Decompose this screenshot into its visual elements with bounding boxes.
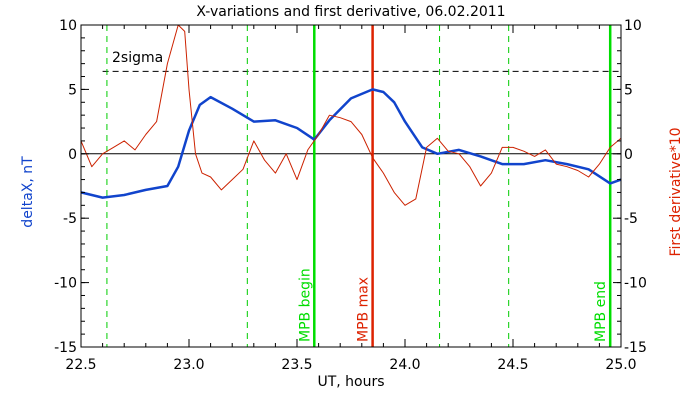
series-line-0 xyxy=(80,88,622,199)
y-tick-label-right-1: 5 xyxy=(624,82,633,98)
y-tick-label-left-2: 0 xyxy=(68,147,77,163)
x-tick-label-4: 24.5 xyxy=(497,357,528,373)
x-tick-label-5: 25.0 xyxy=(605,357,636,373)
y-tick-label-right-5: -15 xyxy=(624,340,647,356)
y-tick-label-left-3: -5 xyxy=(63,211,77,227)
x-axis-label: UT, hours xyxy=(317,374,384,390)
marker-label-2: MPB end xyxy=(593,281,609,342)
x-tick-label-3: 24.0 xyxy=(389,357,420,373)
plot-area: MPB begin MPB max MPB end 22.5 23.0 23.5 24.0 2… xyxy=(54,18,647,373)
y-tick-label-left-5: -15 xyxy=(54,340,77,356)
left-axis-label: deltaX, nT xyxy=(20,156,36,228)
x-tick-label-1: 23.0 xyxy=(173,357,204,373)
chart-title: X-variations and first derivative, 06.02… xyxy=(196,4,505,20)
x-tick-label-0: 22.5 xyxy=(65,357,96,373)
y-tick-label-right-0: 10 xyxy=(624,18,642,34)
y-tick-label-right-4: -10 xyxy=(624,276,647,292)
y-tick-label-left-0: 10 xyxy=(59,18,77,34)
marker-label-0: MPB begin xyxy=(297,268,313,342)
right-axis-label: First derivative*10 xyxy=(668,127,684,256)
sigma-label: 2sigma xyxy=(112,50,163,66)
series-line-1 xyxy=(80,24,622,206)
marker-label-1: MPB max xyxy=(356,277,372,342)
y-tick-label-left-4: -10 xyxy=(54,276,77,292)
y-tick-label-right-3: -5 xyxy=(624,211,638,227)
y-tick-label-left-1: 5 xyxy=(68,82,77,98)
y-tick-label-right-2: 0 xyxy=(624,147,633,163)
x-tick-label-2: 23.5 xyxy=(281,357,312,373)
plot-frame xyxy=(80,24,622,348)
